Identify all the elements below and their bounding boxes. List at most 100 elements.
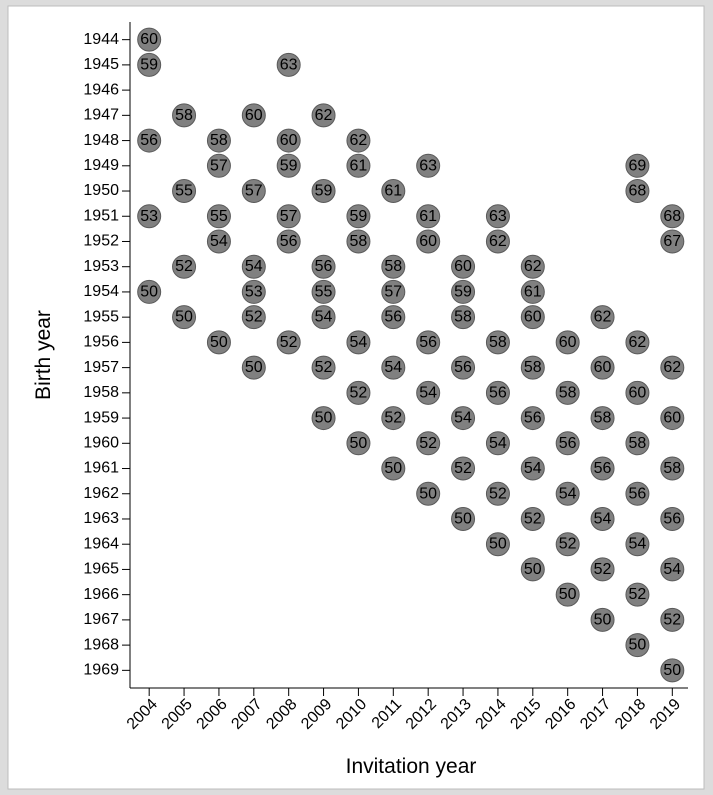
point-label: 50 xyxy=(594,611,612,628)
point-label: 62 xyxy=(524,258,542,275)
point-label: 58 xyxy=(350,233,368,250)
y-tick-label: 1949 xyxy=(83,157,119,174)
point xyxy=(485,330,510,355)
point-label: 54 xyxy=(594,510,612,527)
point xyxy=(590,506,615,531)
point-label: 50 xyxy=(454,510,472,527)
point xyxy=(381,305,406,330)
point-label: 69 xyxy=(629,157,647,174)
point xyxy=(311,179,336,204)
point xyxy=(241,305,266,330)
point-label: 58 xyxy=(629,435,647,452)
point xyxy=(660,204,685,229)
point xyxy=(137,204,162,229)
y-tick-label: 1948 xyxy=(83,132,119,149)
point xyxy=(590,355,615,380)
point xyxy=(276,52,301,77)
point xyxy=(311,305,336,330)
point xyxy=(590,607,615,632)
point xyxy=(660,506,685,531)
point xyxy=(625,330,650,355)
point xyxy=(241,254,266,279)
point xyxy=(381,456,406,481)
point xyxy=(137,279,162,304)
point-label: 52 xyxy=(663,611,681,628)
point-label: 56 xyxy=(663,510,681,527)
y-tick-label: 1964 xyxy=(83,535,119,552)
point xyxy=(346,153,371,178)
point xyxy=(520,456,545,481)
point-label: 55 xyxy=(315,283,333,300)
point xyxy=(276,153,301,178)
point xyxy=(485,380,510,405)
point-label: 53 xyxy=(245,283,263,300)
point-label: 62 xyxy=(350,132,368,149)
point-label: 61 xyxy=(350,157,368,174)
point xyxy=(625,582,650,607)
point xyxy=(451,305,476,330)
point xyxy=(555,380,580,405)
point xyxy=(625,431,650,456)
point xyxy=(276,128,301,153)
point xyxy=(311,279,336,304)
point xyxy=(206,229,231,254)
point-label: 52 xyxy=(175,258,193,275)
point xyxy=(451,506,476,531)
y-tick-label: 1958 xyxy=(83,384,119,401)
y-tick-label: 1967 xyxy=(83,611,119,628)
point-label: 50 xyxy=(350,435,368,452)
point-label: 50 xyxy=(559,586,577,603)
point-label: 54 xyxy=(559,485,577,502)
x-axis-title: Invitation year xyxy=(346,755,477,778)
point-label: 50 xyxy=(140,283,158,300)
y-tick-label: 1952 xyxy=(83,233,119,250)
y-tick-label: 1969 xyxy=(83,662,119,679)
point xyxy=(206,128,231,153)
point-label: 50 xyxy=(524,561,542,578)
point-label: 52 xyxy=(419,435,437,452)
point-label: 63 xyxy=(489,208,507,225)
point xyxy=(520,557,545,582)
point-label: 55 xyxy=(175,183,193,200)
point-label: 56 xyxy=(629,485,647,502)
point xyxy=(485,481,510,506)
point xyxy=(660,607,685,632)
y-tick-label: 1951 xyxy=(83,207,119,224)
point-label: 61 xyxy=(524,283,542,300)
point xyxy=(416,481,441,506)
point-label: 60 xyxy=(419,233,437,250)
point-label: 57 xyxy=(280,208,298,225)
point-label: 56 xyxy=(419,334,437,351)
point xyxy=(485,229,510,254)
point xyxy=(625,532,650,557)
point-label: 50 xyxy=(315,410,333,427)
point-label: 52 xyxy=(280,334,298,351)
y-tick-label: 1953 xyxy=(83,258,119,275)
point-label: 50 xyxy=(489,536,507,553)
point-label: 55 xyxy=(210,208,228,225)
point xyxy=(172,179,197,204)
y-tick-label: 1959 xyxy=(83,409,119,426)
point-label: 54 xyxy=(489,435,507,452)
point-label: 62 xyxy=(489,233,507,250)
point xyxy=(276,330,301,355)
point-label: 54 xyxy=(663,561,681,578)
point xyxy=(416,229,441,254)
point xyxy=(172,103,197,128)
point xyxy=(172,254,197,279)
point-label: 58 xyxy=(524,359,542,376)
point-label: 60 xyxy=(594,359,612,376)
y-tick-label: 1968 xyxy=(83,636,119,653)
point xyxy=(625,179,650,204)
point-label: 58 xyxy=(175,107,193,124)
point-label: 60 xyxy=(140,31,158,48)
point xyxy=(555,582,580,607)
point-label: 54 xyxy=(315,309,333,326)
point xyxy=(311,355,336,380)
point-label: 60 xyxy=(629,384,647,401)
point-label: 60 xyxy=(245,107,263,124)
point-label: 60 xyxy=(524,309,542,326)
point xyxy=(206,330,231,355)
point xyxy=(416,204,441,229)
